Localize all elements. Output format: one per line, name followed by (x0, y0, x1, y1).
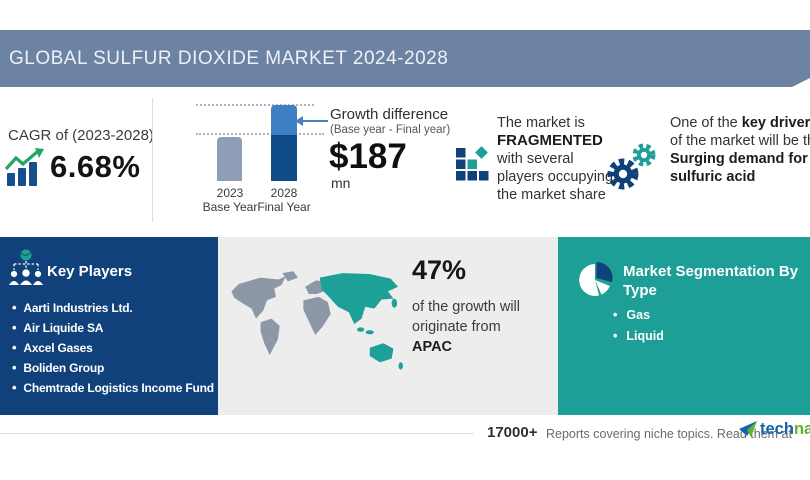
footer-divider (0, 433, 474, 434)
growth-difference-subtitle: (Base year - Final year) (330, 124, 451, 136)
fragmentation-text: The market is FRAGMENTED with several pl… (497, 115, 614, 203)
left-arrow-icon (302, 120, 328, 122)
fragmented-squares-icon (456, 146, 489, 181)
list-item: Air Liquide SA (12, 318, 214, 338)
cagr-label: CAGR of (2023-2028) (8, 127, 154, 144)
apac-text: of the growth will originate from APAC (412, 299, 520, 355)
apac-percent: 47% (412, 255, 467, 285)
regional-panel: 47% of the growth will originate from AP… (218, 237, 558, 415)
bar-label-2023: 2023 Base Year (202, 186, 258, 214)
bar-2028-growth-segment (271, 105, 297, 135)
growth-difference-amount: $187 (329, 137, 407, 176)
header-bar: GLOBAL SULFUR DIOXIDE MARKET 2024-2028 (0, 30, 810, 87)
technavio-logo[interactable]: technavio (739, 420, 810, 439)
key-driver-text: One of the key drivers of the market wil… (670, 115, 810, 185)
network-people-icon (9, 249, 43, 285)
gridline-2023 (196, 133, 324, 135)
footer-text: Reports covering niche topics. Read them… (546, 427, 792, 441)
bar-2023 (217, 137, 242, 181)
segmentation-list: Gas Liquid (613, 305, 664, 347)
gridline-2028 (196, 104, 314, 106)
list-item: Aarti Industries Ltd. (12, 298, 214, 318)
segmentation-panel: Market Segmentation By Type Gas Liquid (558, 237, 810, 415)
page-title: GLOBAL SULFUR DIOXIDE MARKET 2024-2028 (9, 47, 449, 69)
bar-chart-growth-icon (4, 148, 44, 186)
list-item: Gas (613, 305, 664, 326)
technavio-logo-icon (739, 420, 757, 437)
growth-difference-title: Growth difference (330, 106, 449, 123)
report-count: 17000+ (487, 424, 538, 441)
segmentation-heading: Market Segmentation By Type (623, 263, 799, 299)
key-players-list: Aarti Industries Ltd. Air Liquide SA Axc… (12, 298, 214, 398)
logo-text-navio: navio (793, 420, 810, 438)
gears-icon (607, 143, 656, 190)
cagr-value: 6.68% (50, 149, 141, 184)
growth-difference-unit: mn (331, 175, 351, 191)
list-item: Chemtrade Logistics Income Fund (12, 378, 214, 398)
section-divider (152, 98, 153, 222)
bar-label-2028: 2028 Final Year (257, 186, 311, 214)
bar-2028-base-segment (271, 135, 297, 181)
list-item: Axcel Gases (12, 338, 214, 358)
list-item: Liquid (613, 326, 664, 347)
pie-chart-icon (579, 262, 613, 296)
left-arrow-head-icon (295, 116, 303, 126)
logo-text-tech: tech (760, 420, 794, 438)
list-item: Boliden Group (12, 358, 214, 378)
key-players-heading: Key Players (47, 263, 133, 280)
world-map (231, 271, 403, 370)
